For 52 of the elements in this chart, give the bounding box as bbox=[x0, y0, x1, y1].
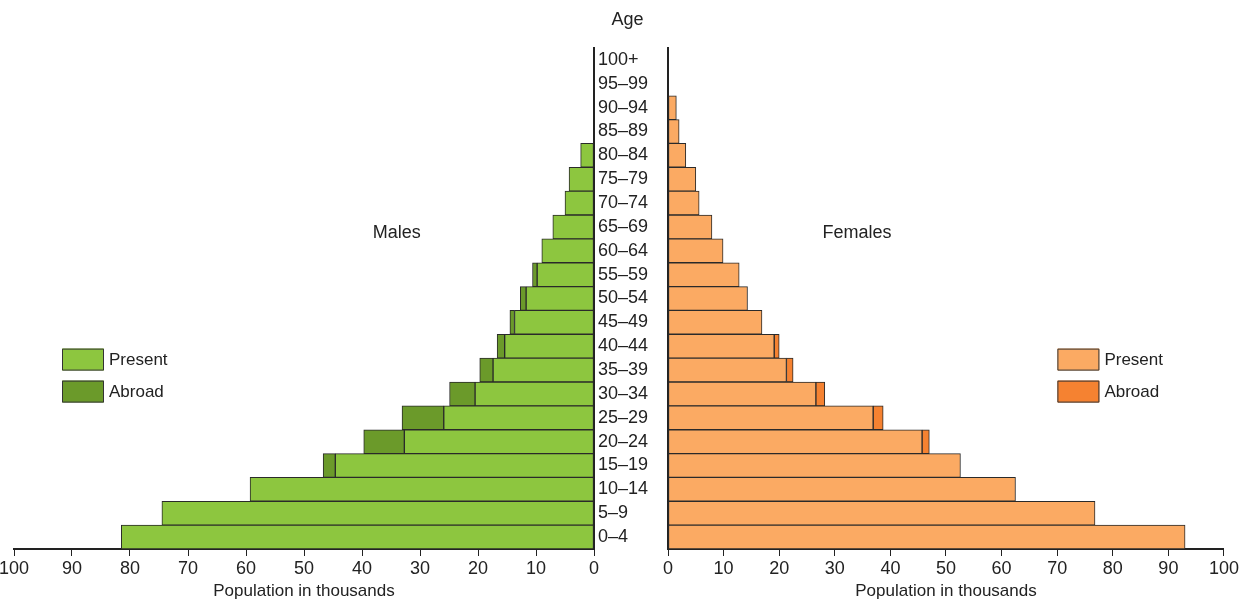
x-tick-label: 50 bbox=[293, 557, 315, 578]
y-tick-label: 40–44 bbox=[598, 335, 649, 356]
y-axis-title: Age bbox=[611, 8, 644, 29]
x-tick-label: 60 bbox=[235, 557, 257, 578]
x-tick-label: 20 bbox=[467, 557, 489, 578]
y-tick-label: 75–79 bbox=[598, 168, 649, 189]
y-tick-label: 55–59 bbox=[598, 263, 649, 284]
legend-label: Present bbox=[109, 350, 168, 370]
y-tick-label: 95–99 bbox=[598, 72, 649, 93]
y-tick-label: 5–9 bbox=[598, 502, 629, 523]
legend-label: Abroad bbox=[1104, 382, 1160, 402]
x-tick-label: 80 bbox=[119, 557, 141, 578]
x-tick-label: 40 bbox=[880, 557, 901, 578]
y-tick-label: 0–4 bbox=[598, 526, 629, 547]
x-tick-label: 50 bbox=[935, 557, 957, 578]
text: Females bbox=[822, 222, 892, 243]
y-tick-label: 35–39 bbox=[598, 359, 649, 380]
x-tick-label: 90 bbox=[61, 557, 83, 578]
x-tick-label: 10 bbox=[713, 557, 734, 578]
y-tick-label: 20–24 bbox=[598, 430, 649, 451]
y-tick-label: 65–69 bbox=[598, 215, 649, 236]
y-tick-label: 45–49 bbox=[598, 311, 649, 332]
legend-label: Abroad bbox=[109, 382, 164, 402]
y-tick-label: 90–94 bbox=[598, 96, 649, 117]
x-tick-label: 90 bbox=[1158, 557, 1179, 578]
x-tick-label: 70 bbox=[177, 557, 199, 578]
x-tick-label: 80 bbox=[1102, 557, 1123, 578]
legend-label: Present bbox=[1104, 350, 1164, 370]
y-tick-label: 50–54 bbox=[598, 287, 649, 308]
x-tick-label: 70 bbox=[1047, 557, 1068, 578]
x-tick-label: 20 bbox=[769, 557, 790, 578]
x-tick-label: 30 bbox=[824, 557, 845, 578]
text: Males bbox=[372, 222, 421, 243]
y-tick-label: 25–29 bbox=[598, 406, 649, 427]
x-tick-label: 0 bbox=[588, 557, 600, 578]
y-tick-label: 10–14 bbox=[598, 478, 649, 499]
x-tick-label: 0 bbox=[663, 557, 674, 578]
x-tick-label: 60 bbox=[991, 557, 1012, 578]
x-axis-title: Population in thousands bbox=[855, 581, 1037, 601]
x-axis-title: Population in thousands bbox=[213, 581, 395, 601]
x-tick-label: 100 bbox=[0, 557, 30, 578]
y-tick-label: 100+ bbox=[598, 48, 639, 69]
x-tick-label: 10 bbox=[525, 557, 547, 578]
y-tick-label: 15–19 bbox=[598, 454, 649, 475]
x-tick-label: 100 bbox=[1208, 557, 1240, 578]
y-tick-label: 85–89 bbox=[598, 120, 649, 141]
x-tick-label: 30 bbox=[409, 557, 431, 578]
y-tick-label: 60–64 bbox=[598, 239, 649, 260]
y-tick-label: 80–84 bbox=[598, 144, 649, 165]
y-tick-label: 70–74 bbox=[598, 192, 649, 213]
x-tick-label: 40 bbox=[351, 557, 373, 578]
y-tick-label: 30–34 bbox=[598, 382, 649, 403]
